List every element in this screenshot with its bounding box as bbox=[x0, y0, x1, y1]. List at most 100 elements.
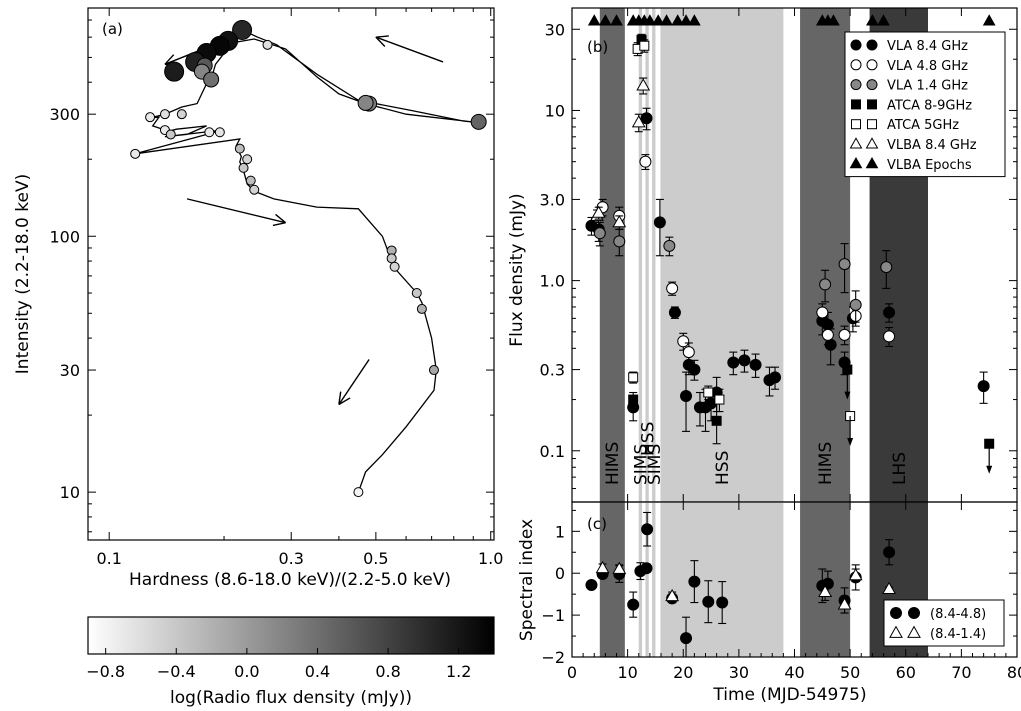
flux-point-vla-1-4-ghz bbox=[613, 228, 626, 257]
legend-marker bbox=[866, 59, 878, 71]
flux-point-vla-1-4-ghz bbox=[819, 269, 832, 303]
flux-marker bbox=[631, 115, 646, 128]
flux-marker bbox=[591, 205, 606, 218]
vlba-epoch-marker bbox=[671, 14, 685, 26]
spectral-point--8-4-4-8- bbox=[716, 581, 729, 625]
flux-marker bbox=[727, 356, 740, 369]
legend-marker bbox=[867, 119, 877, 130]
state-band-hims bbox=[599, 8, 625, 502]
hid-point-32 bbox=[353, 487, 364, 498]
arrow-head-1 bbox=[375, 35, 389, 38]
vlba-epoch-marker bbox=[651, 14, 665, 26]
flux-marker bbox=[714, 394, 725, 405]
flux-marker bbox=[593, 227, 606, 240]
flux-point-vla-8-4-ghz bbox=[653, 198, 666, 257]
spectral-marker bbox=[818, 584, 832, 597]
y-tick-label: 10 bbox=[60, 483, 80, 502]
flux-point-vlba-8-4-ghz bbox=[612, 215, 627, 230]
legend-marker bbox=[849, 157, 863, 169]
flux-point-extra bbox=[711, 402, 722, 445]
flux-marker bbox=[769, 371, 782, 384]
arrow-head-0 bbox=[338, 397, 351, 406]
flux-marker bbox=[639, 155, 652, 168]
hid-point-13 bbox=[159, 109, 170, 120]
x-tick-label: 0.3 bbox=[278, 549, 303, 568]
hid-point-31 bbox=[428, 365, 439, 376]
vlba-epoch-marker bbox=[877, 14, 890, 26]
panel-c-xlabel: Time (MJD-54975) bbox=[712, 685, 866, 705]
trajectory-arrow-1 bbox=[375, 35, 444, 63]
flux-point-atca-5ghz bbox=[639, 39, 650, 53]
flux-marker bbox=[883, 306, 896, 319]
hid-point-20 bbox=[130, 148, 141, 159]
legend-entry: ATCA 5GHz bbox=[887, 118, 959, 133]
panel-b-legend: VLA 8.4 GHz VLA 4.8 GHz VLA 1.4 GHz ATCA 8-… bbox=[844, 31, 1006, 178]
flux-point-vla-8-4-ghz bbox=[749, 353, 762, 378]
hid-point-18 bbox=[204, 127, 215, 138]
legend-marker bbox=[889, 625, 903, 638]
panel-a-frame bbox=[87, 7, 495, 541]
spectral-point--8-4-4-8- bbox=[585, 578, 598, 591]
legend-box bbox=[883, 599, 1005, 647]
panel-b-ylabel: Flux density (mJy) bbox=[507, 193, 527, 346]
state-label-hss: HSS bbox=[713, 451, 733, 485]
legend-entry: VLA 1.4 GHz bbox=[887, 79, 968, 94]
arrow-head-0 bbox=[275, 213, 287, 224]
hid-point-29 bbox=[411, 288, 422, 299]
hid-point-11 bbox=[357, 94, 374, 111]
legend-marker bbox=[851, 119, 861, 130]
flux-marker bbox=[749, 358, 762, 371]
legend-marker bbox=[865, 157, 879, 169]
vlba-epoch-marker bbox=[866, 14, 879, 26]
legend-marker bbox=[907, 625, 921, 638]
hid-point-27 bbox=[386, 253, 397, 264]
hid-point-9 bbox=[262, 39, 273, 50]
spectral-marker bbox=[585, 578, 598, 591]
state-band-hims bbox=[800, 8, 851, 502]
hid-point-22 bbox=[242, 154, 253, 165]
flux-point-vla-8-4-ghz bbox=[668, 306, 681, 319]
y-tick-label: 0.1 bbox=[540, 442, 565, 461]
vlba-epoch-marker bbox=[599, 14, 612, 26]
flux-point-vla-1-4-ghz bbox=[880, 250, 893, 289]
arrow-head-1 bbox=[272, 221, 286, 227]
legend-entry: (8.4-1.4) bbox=[930, 627, 986, 642]
panel-c-legend: (8.4-4.8) (8.4-1.4) bbox=[883, 599, 1005, 647]
panel-b-label: (b) bbox=[587, 38, 608, 56]
flux-point-vla-8-4-ghz bbox=[727, 351, 740, 376]
legend-marker bbox=[850, 79, 862, 91]
colorbar-tick-label: 0.4 bbox=[305, 662, 330, 681]
spectral-point--8-4-4-8- bbox=[641, 511, 654, 547]
legend-marker bbox=[849, 137, 863, 149]
flux-marker bbox=[668, 306, 681, 319]
flux-point-vla-1-4-ghz bbox=[849, 290, 862, 323]
spectral-marker bbox=[680, 632, 693, 645]
flux-point-vla-4-8-ghz bbox=[816, 303, 829, 323]
flux-marker bbox=[711, 415, 722, 426]
spectral-marker bbox=[688, 575, 701, 588]
x-tick-label: 0.5 bbox=[363, 549, 388, 568]
spectral-marker bbox=[882, 581, 896, 595]
legend-marker bbox=[908, 607, 920, 619]
vlba-epoch-marker bbox=[688, 14, 701, 26]
spectral-point--8-4-1-4- bbox=[612, 561, 627, 574]
spectral-point--8-4-4-8- bbox=[627, 591, 640, 618]
vlba-epoch-marker bbox=[982, 14, 996, 26]
spectral-marker bbox=[716, 596, 729, 609]
flux-point-vla-4-8-ghz bbox=[639, 154, 652, 171]
flux-marker bbox=[640, 112, 653, 125]
spectral-marker bbox=[640, 562, 653, 575]
state-label-sims: SIMS bbox=[631, 444, 651, 485]
state-band-sims bbox=[638, 8, 643, 502]
hid-point-12 bbox=[470, 113, 487, 130]
spectral-point--8-4-1-4- bbox=[837, 595, 852, 614]
colorbar-tick-label: 0.8 bbox=[375, 662, 400, 681]
state-band-sims bbox=[652, 502, 656, 657]
state-label-hims: HIMS bbox=[816, 442, 836, 485]
vlba-epoch-marker bbox=[679, 14, 693, 26]
state-label-sims: SIMS bbox=[645, 444, 665, 485]
flux-marker bbox=[883, 330, 896, 343]
flux-marker bbox=[613, 235, 626, 248]
flux-marker bbox=[663, 239, 676, 252]
